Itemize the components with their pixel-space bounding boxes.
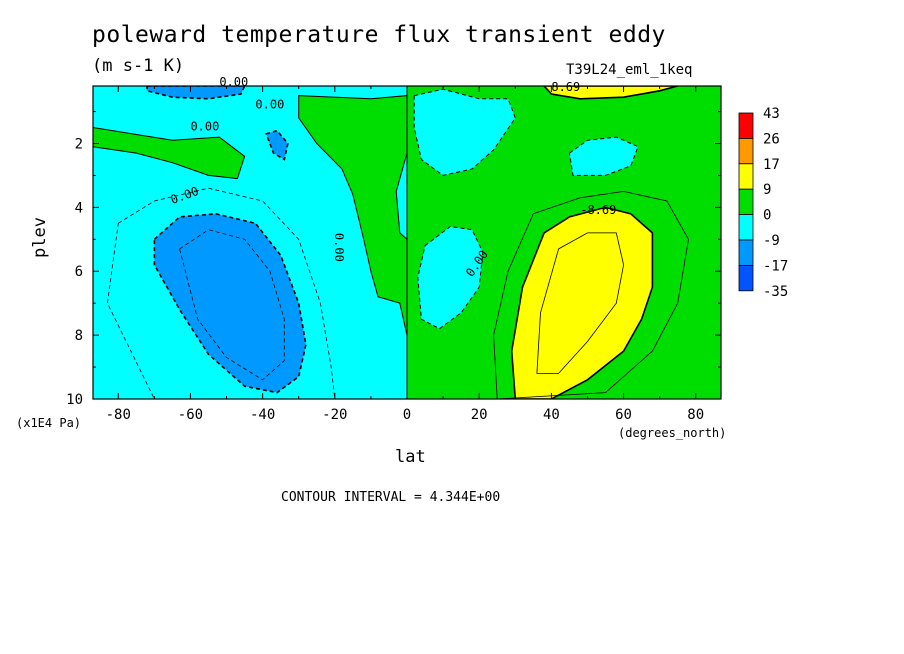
colorbar-label: 43 [763,106,780,122]
colorbar-swatch [738,137,754,165]
x-tick-label: 0 [403,407,411,423]
colorbar-swatch [738,112,754,139]
y-tick-label: 2 [75,136,83,152]
contour-label: 0.00 [255,97,284,111]
contour-label: 8.69 [551,80,580,94]
colorbar-label: 9 [763,182,771,198]
region-nh-positive-core [510,206,654,399]
y-tick-label: 10 [66,392,83,408]
x-tick-label: -80 [106,407,131,423]
colorbar-label: -17 [763,258,788,274]
y-tick-label: 8 [75,328,83,344]
region-nh-mid-negative [417,225,484,330]
contour-interval-label: CONTOUR INTERVAL = 4.344E+00 [281,490,501,505]
colorbar-label: 17 [763,157,780,173]
contour-nh-inner [536,232,625,374]
x-axis-units: (degrees_north) [618,426,727,440]
region-nh-upper-negative [413,88,516,176]
region-nh-upper-positive [543,86,678,100]
colorbar-label: 0 [763,208,771,224]
contour-label: 0.00 [190,120,219,134]
y-axis-units: (x1E4 Pa) [16,416,82,430]
x-axis-label: lat [395,447,426,467]
colorbar-swatch [738,239,754,266]
chart-title: poleward temperature flux transient eddy [92,22,666,48]
region-sh-upper-negative [146,86,246,100]
region-sh-small-negative [265,129,289,161]
region-sh-negative-core [153,212,307,394]
contour-label: 0.00 [332,233,346,262]
x-tick-label: 80 [687,407,704,423]
x-tick-label: -40 [250,407,275,423]
contour-sh-inner [179,229,285,381]
y-tick-label: 4 [75,200,83,216]
colorbar-swatch [738,188,754,215]
region-nh-highlat-negative [568,136,639,176]
contour-sh-outer [106,187,336,399]
x-tick-label: 40 [543,407,560,423]
region-sh-polar-positive [93,126,246,180]
contour-label: -8.69 [580,203,616,217]
x-tick-label: 60 [615,407,632,423]
colorbar-swatch [738,264,754,292]
contour-nh-outer [493,190,689,399]
x-tick-label: -20 [322,407,347,423]
x-tick-label: -60 [178,407,203,423]
y-tick-label: 6 [75,264,83,280]
contour-label: 0.00 [219,75,248,89]
colorbar-label: 26 [763,131,780,147]
colorbar-label: -35 [763,284,788,300]
x-tick-label: 20 [471,407,488,423]
chart-units: (m s-1 K) [92,56,185,76]
colorbar-label: -9 [763,233,780,249]
run-id-label: T39L24_eml_1keq [566,62,693,78]
colorbar-swatch [738,214,754,241]
colorbar-swatch [738,163,754,190]
